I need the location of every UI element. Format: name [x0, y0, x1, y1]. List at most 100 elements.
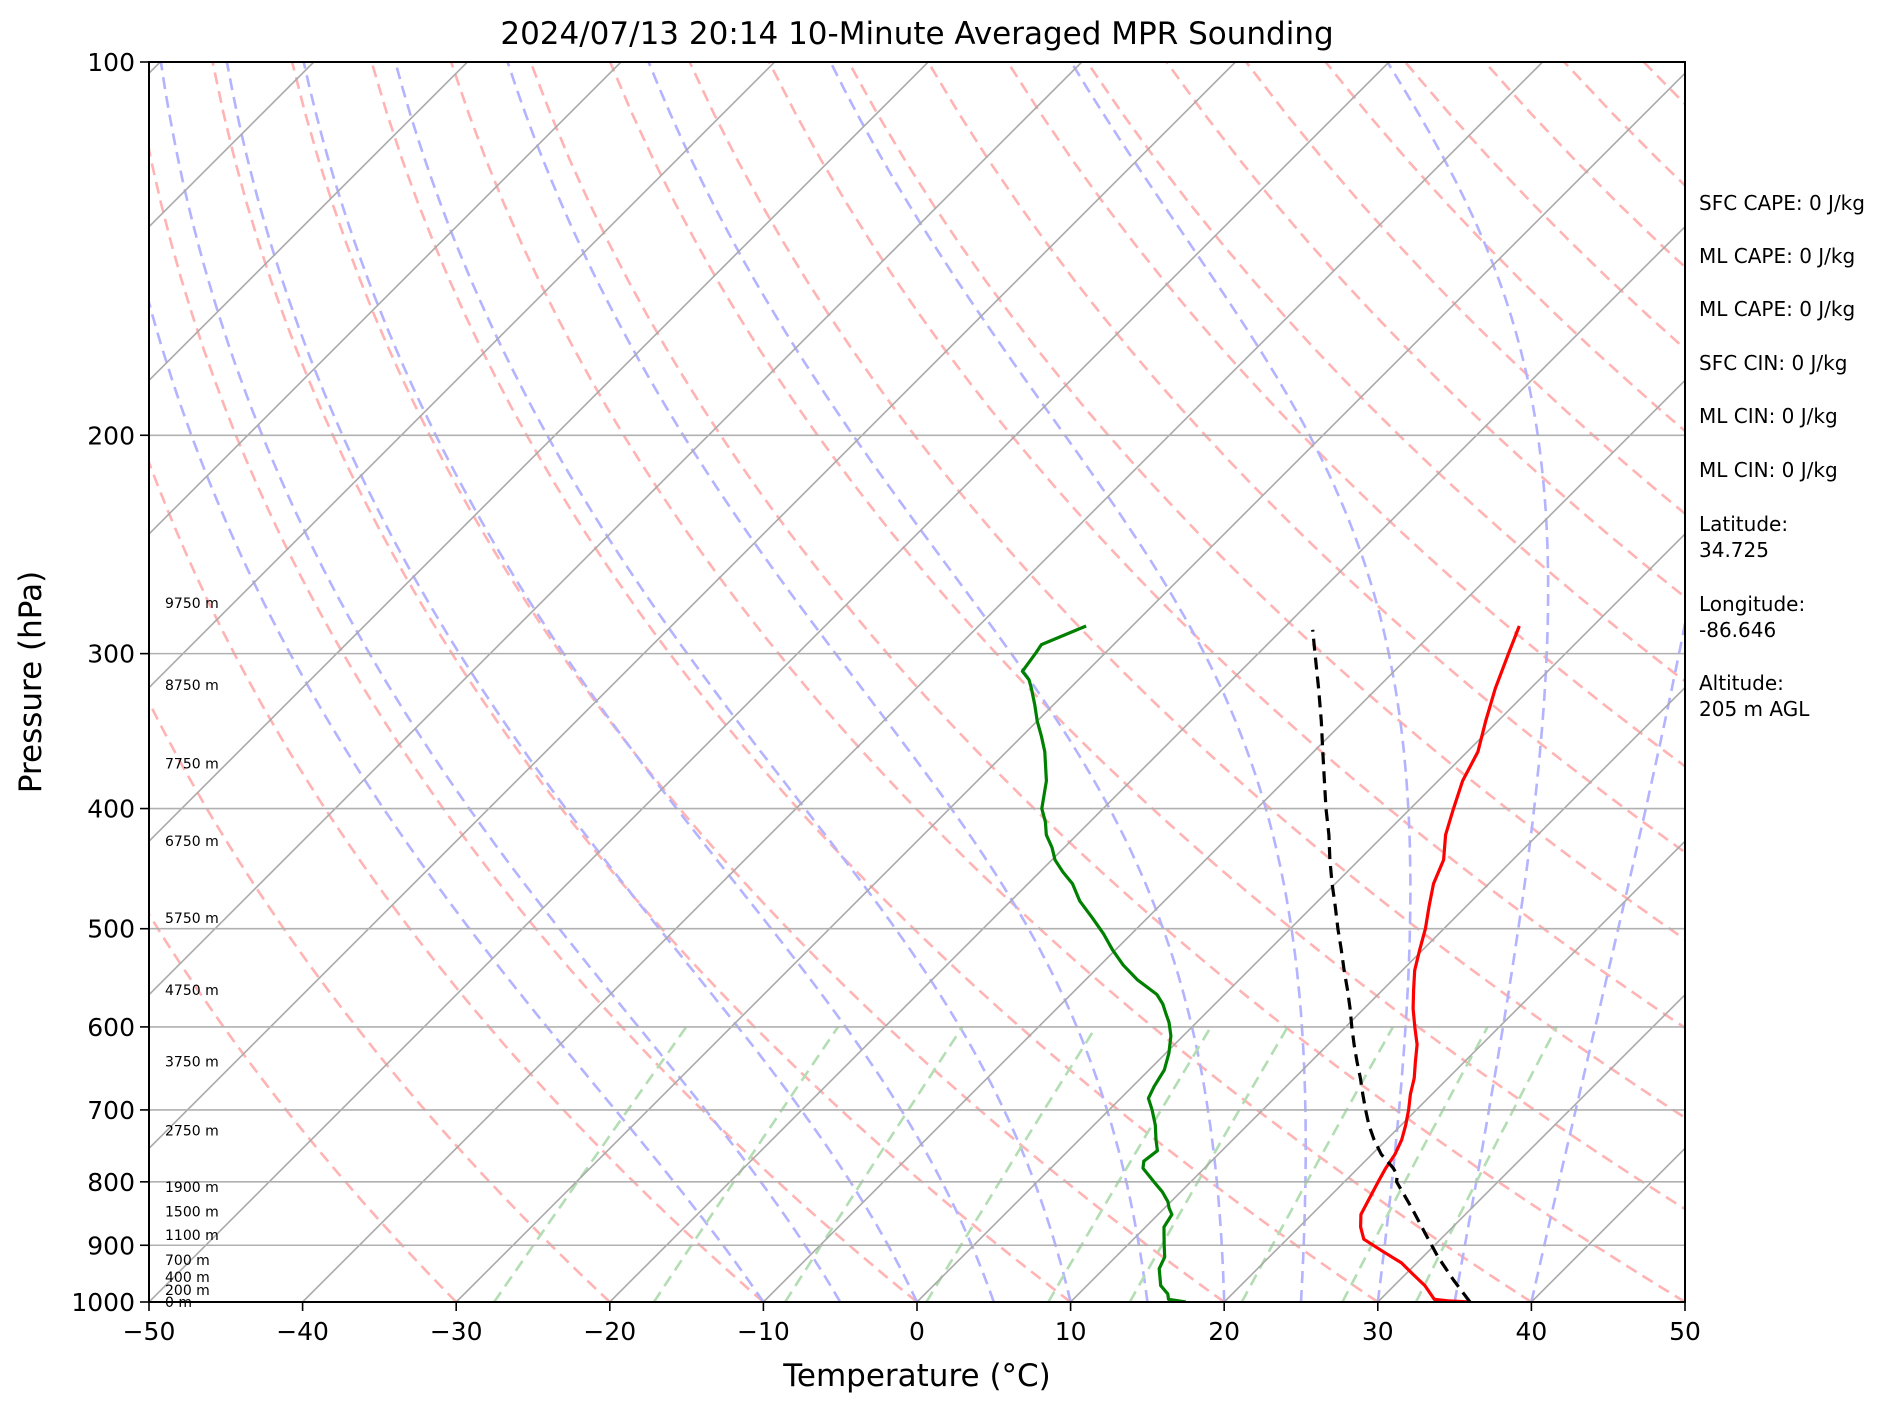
mixing-ratio-line — [925, 1026, 1098, 1302]
sfc-cin-text: SFC CIN: 0 J/kg — [1699, 351, 1847, 375]
ml-cin-text: ML CIN: 0 J/kg — [1699, 458, 1838, 482]
moist-adiabat — [647, 62, 1226, 1302]
height-label: 2750 m — [165, 1123, 219, 1139]
isotherm — [0, 62, 7, 1302]
sounding-indices-panel: SFC CAPE: 0 J/kg ML CAPE: 0 J/kg ML CAPE… — [1699, 191, 1865, 721]
y-tick-label: 100 — [87, 48, 135, 77]
isotherm — [762, 379, 1685, 1302]
latitude-value: 34.725 — [1699, 538, 1769, 562]
height-label: 1900 m — [165, 1180, 219, 1196]
dry-adiabat — [149, 142, 918, 1302]
moist-adiabat — [1530, 616, 1685, 1302]
plot-frame — [148, 61, 1686, 1303]
altitude-label: Altitude: — [1699, 671, 1784, 695]
y-tick-label: 1000 — [71, 1288, 135, 1317]
dewpoint-line — [1020, 624, 1187, 1302]
pressure-gridlines — [149, 62, 1685, 1302]
y-tick-label: 600 — [87, 1013, 135, 1042]
isotherm — [455, 72, 1685, 1302]
y-tick-label: 200 — [87, 421, 135, 450]
dry-adiabat — [767, 62, 1685, 1030]
isotherm — [149, 62, 468, 382]
mixing-ratio-line — [784, 1026, 964, 1302]
y-axis-ticks: 100 200 300 400 500 600 700 800 900 1000 — [71, 48, 149, 1317]
y-tick-label: 400 — [87, 795, 135, 824]
isotherm — [302, 62, 1544, 1302]
background-lines — [0, 62, 1685, 1302]
x-tick-label: 0 — [909, 1317, 925, 1346]
isotherm — [149, 62, 1083, 996]
longitude-value: -86.646 — [1699, 618, 1776, 642]
height-label: 200 m — [165, 1283, 210, 1299]
moist-adiabat — [159, 62, 842, 1302]
x-tick-label: 50 — [1669, 1317, 1701, 1346]
y-axis-label: Pressure (hPa) — [13, 571, 49, 793]
isotherm — [1223, 840, 1685, 1302]
longitude-label: Longitude: — [1699, 592, 1805, 616]
moist-adiabat — [394, 62, 1072, 1302]
dry-adiabat — [370, 62, 1379, 1302]
x-axis-ticks: −50 −40 −30 −20 −10 0 10 20 30 40 50 — [123, 1302, 1701, 1346]
sounding-profiles — [1020, 624, 1521, 1302]
y-tick-label: 700 — [87, 1096, 135, 1125]
x-tick-label: 10 — [1055, 1317, 1087, 1346]
dry-adiabat — [290, 62, 1225, 1302]
temperature-line — [1359, 625, 1521, 1302]
x-tick-label: −20 — [583, 1317, 636, 1346]
dry-adiabat — [449, 62, 1533, 1302]
dry-adiabat — [608, 62, 1685, 1211]
x-tick-label: 30 — [1362, 1317, 1394, 1346]
moist-adiabat — [829, 62, 1307, 1302]
dry-adiabat — [529, 62, 1685, 1302]
x-tick-label: 40 — [1515, 1317, 1547, 1346]
dry-adiabat — [149, 911, 458, 1302]
height-label: 0 m — [165, 1295, 192, 1311]
height-label: 400 m — [165, 1270, 210, 1286]
altitude-value: 205 m AGL — [1699, 697, 1810, 721]
mixing-ratio-line — [1414, 1026, 1558, 1302]
x-tick-label: −40 — [276, 1317, 329, 1346]
latitude-label: Latitude: — [1699, 512, 1788, 536]
ml-cape-text: ML CAPE: 0 J/kg — [1699, 297, 1855, 321]
chart-title: 2024/07/13 20:14 10-Minute Averaged MPR … — [500, 16, 1333, 52]
height-label: 9750 m — [165, 596, 219, 612]
y-tick-label: 500 — [87, 915, 135, 944]
dry-adiabat — [1165, 62, 1685, 599]
ml-cape-text: ML CAPE: 0 J/kg — [1699, 244, 1855, 268]
ml-cin-text: ML CIN: 0 J/kg — [1699, 404, 1838, 428]
dry-adiabat — [926, 62, 1685, 854]
dry-adiabat — [847, 62, 1685, 942]
height-label: 6750 m — [165, 834, 219, 850]
x-tick-label: −10 — [737, 1317, 790, 1346]
x-tick-label: −30 — [430, 1317, 483, 1346]
height-label: 5750 m — [165, 911, 219, 927]
isotherm — [149, 62, 776, 689]
height-label: 700 m — [165, 1253, 210, 1269]
moist-adiabat — [1069, 62, 1412, 1302]
height-label: 7750 m — [165, 757, 219, 773]
y-tick-label: 300 — [87, 640, 135, 669]
moist-adiabat — [149, 297, 765, 1302]
height-label: 8750 m — [165, 678, 219, 694]
isotherm — [1070, 686, 1685, 1302]
height-label: 1100 m — [165, 1228, 219, 1244]
isotherm — [149, 62, 1390, 1302]
moist-adiabat — [225, 62, 919, 1302]
mixing-ratio-line — [493, 1026, 688, 1302]
y-tick-label: 900 — [87, 1231, 135, 1260]
y-tick-label: 800 — [87, 1168, 135, 1197]
height-label: 4750 m — [165, 983, 219, 999]
moist-adiabat — [302, 62, 996, 1302]
moist-adiabat — [1386, 62, 1550, 1302]
isotherm — [149, 62, 1236, 1150]
dry-adiabat — [149, 458, 765, 1302]
x-tick-label: −50 — [123, 1317, 176, 1346]
isotherm — [916, 532, 1685, 1302]
dry-adiabat — [211, 62, 1072, 1302]
x-axis-label: Temperature (°C) — [782, 1358, 1051, 1394]
dry-adiabat — [688, 62, 1685, 1120]
sfc-cape-text: SFC CAPE: 0 J/kg — [1699, 191, 1865, 215]
isotherm — [1377, 993, 1685, 1302]
